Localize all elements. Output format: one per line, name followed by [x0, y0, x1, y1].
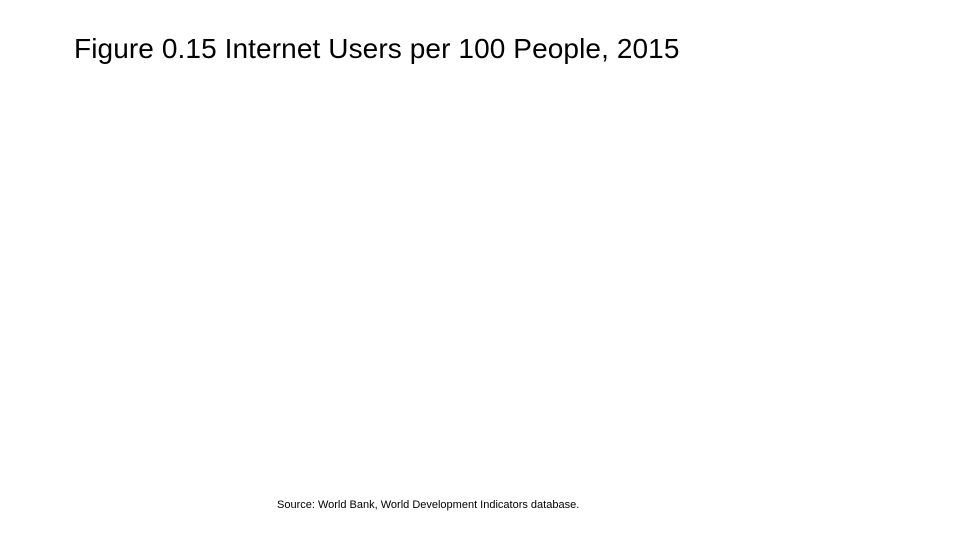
source-note: Source: World Bank, World Development In…	[277, 499, 580, 511]
slide-title: Figure 0.15 Internet Users per 100 Peopl…	[74, 33, 680, 64]
